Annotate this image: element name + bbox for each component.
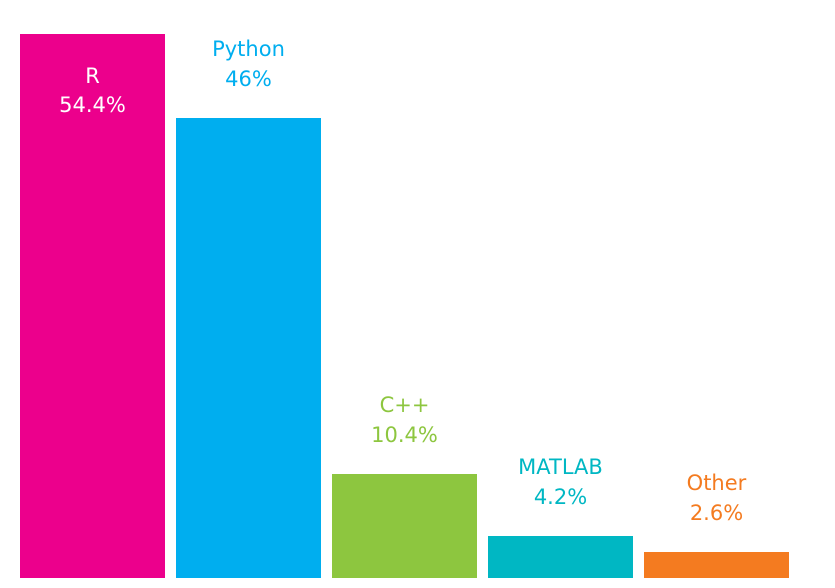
bar-matlab <box>488 536 633 578</box>
value-label-r: 54.4% <box>59 93 126 117</box>
category-label-cplusplus: C++ <box>380 393 430 417</box>
value-label-cplusplus: 10.4% <box>371 423 438 447</box>
bar-python <box>176 118 321 578</box>
category-label-r: R <box>85 64 100 88</box>
value-label-other: 2.6% <box>690 501 743 525</box>
category-label-matlab: MATLAB <box>518 455 603 479</box>
bar-r <box>20 34 165 578</box>
bar-cplusplus <box>332 474 477 578</box>
category-label-python: Python <box>212 37 285 61</box>
value-label-matlab: 4.2% <box>534 485 587 509</box>
category-label-other: Other <box>687 471 747 495</box>
value-label-python: 46% <box>225 67 272 91</box>
bar-other <box>644 552 789 578</box>
